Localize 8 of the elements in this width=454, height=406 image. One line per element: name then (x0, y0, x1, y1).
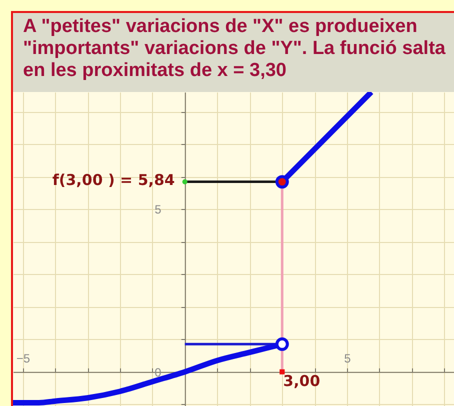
point (182, 179, 188, 184)
x-tick-label: −5 (16, 351, 30, 366)
point (280, 369, 285, 374)
chart-title: A "petites" variacions de "X" es produeixen "importants" variacions de "Y". La funció salta en les proximitats de x = 3,30 (13, 13, 454, 92)
point (275, 175, 289, 189)
point (275, 337, 289, 351)
annotation: 3,00 (283, 372, 320, 390)
annotation: f(3,00 ) = 5,84 (52, 170, 175, 189)
